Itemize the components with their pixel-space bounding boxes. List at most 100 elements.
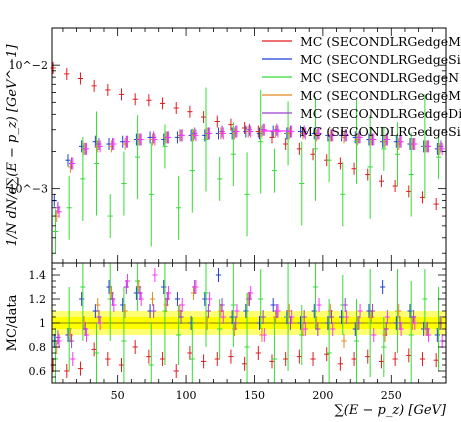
ratio-point: [206, 292, 213, 306]
data-point: [176, 175, 182, 240]
data-point: [343, 129, 349, 142]
data-point: [146, 94, 152, 107]
ratio-point: [164, 292, 170, 306]
data-point: [244, 152, 250, 237]
data-point: [121, 151, 127, 216]
data-point: [231, 127, 238, 140]
ratio-point: [234, 304, 240, 318]
ratio-point: [91, 342, 97, 357]
ratio-point: [120, 298, 126, 312]
y-tick-label: 10^−2: [9, 59, 48, 72]
ratio-point: [122, 304, 128, 318]
data-point: [189, 128, 195, 213]
data-point: [365, 168, 371, 181]
ratio-point: [187, 346, 193, 360]
ratio-point: [383, 322, 389, 336]
data-point: [219, 125, 225, 138]
ratio-point: [365, 349, 371, 364]
ratio-point: [218, 304, 224, 318]
data-point: [371, 133, 377, 146]
ratio-point: [312, 263, 319, 329]
ratio-point: [380, 280, 386, 294]
data-point: [381, 126, 387, 171]
data-point: [206, 127, 213, 140]
data-point: [77, 72, 84, 85]
ratio-point: [215, 268, 222, 282]
data-point: [67, 160, 73, 173]
ratio-point: [105, 352, 111, 366]
ratio-point: [177, 304, 183, 318]
ratio-point: [425, 328, 432, 342]
ratio-point: [343, 310, 349, 324]
y-tick-label: 1.2: [29, 293, 47, 306]
ratio-point: [95, 298, 101, 312]
ratio-point: [342, 298, 348, 312]
ratio-point: [325, 316, 331, 330]
ratio-point: [351, 352, 357, 366]
x-tick-label: 50: [111, 389, 125, 402]
ratio-point: [337, 356, 343, 371]
data-point: [79, 140, 85, 153]
data-point: [256, 127, 263, 140]
ratio-point: [341, 334, 347, 348]
ratio-point: [422, 269, 428, 329]
data-point: [351, 162, 357, 175]
ratio-point: [330, 322, 336, 336]
ratio-point: [121, 287, 127, 383]
ratio-point: [286, 304, 292, 318]
y-tick-label: 10^−3: [9, 183, 48, 196]
data-point: [134, 115, 141, 200]
data-point: [66, 175, 72, 240]
data-point: [70, 157, 76, 170]
data-point: [353, 99, 360, 184]
ratio-point: [434, 328, 440, 342]
ratio-point: [287, 316, 294, 330]
ratio-point: [367, 269, 373, 377]
data-point: [269, 131, 275, 144]
data-point: [382, 135, 388, 148]
ratio-point: [80, 263, 86, 341]
legend-label: MC (SECONDLRGedgeSi: [300, 52, 461, 67]
ratio-point: [220, 310, 226, 324]
data-point: [65, 154, 71, 167]
data-point: [111, 137, 117, 150]
data-point: [337, 157, 343, 170]
ratio-point: [67, 328, 73, 342]
y-tick-label: 1.4: [29, 269, 47, 282]
ratio-point: [353, 299, 360, 383]
ratio-point: [302, 322, 308, 336]
data-point: [162, 124, 168, 169]
data-point: [200, 111, 207, 124]
data-point: [52, 209, 59, 254]
ratio-point: [138, 292, 144, 306]
data-point: [355, 133, 361, 146]
ratio-point: [260, 310, 266, 324]
ratio-point: [419, 352, 426, 366]
ratio-point: [230, 263, 236, 347]
data-point: [261, 123, 267, 136]
ratio-point: [338, 310, 345, 324]
ratio-point: [271, 317, 277, 383]
data-point: [283, 137, 289, 150]
ratio-point: [410, 310, 417, 324]
mc-data-band: [52, 311, 446, 335]
ratio-point: [124, 274, 131, 288]
data-point: [96, 137, 102, 150]
ratio-point: [173, 364, 179, 378]
data-point: [50, 61, 56, 74]
data-point: [148, 142, 154, 247]
ratio-point: [66, 287, 72, 371]
ratio-point: [255, 346, 261, 360]
ratio-point: [328, 310, 335, 324]
ratio-point: [146, 349, 152, 364]
data-point: [83, 142, 90, 155]
data-point: [296, 142, 302, 155]
ratio-point: [327, 304, 333, 318]
ratio-point: [310, 352, 316, 366]
ratio-point: [97, 316, 103, 330]
ratio-point: [137, 286, 143, 300]
ratio-point: [159, 352, 166, 366]
series-0: [50, 61, 439, 378]
upper-y-axis: 10^−2 10^−3: [9, 27, 446, 254]
ratio-point: [151, 304, 157, 318]
